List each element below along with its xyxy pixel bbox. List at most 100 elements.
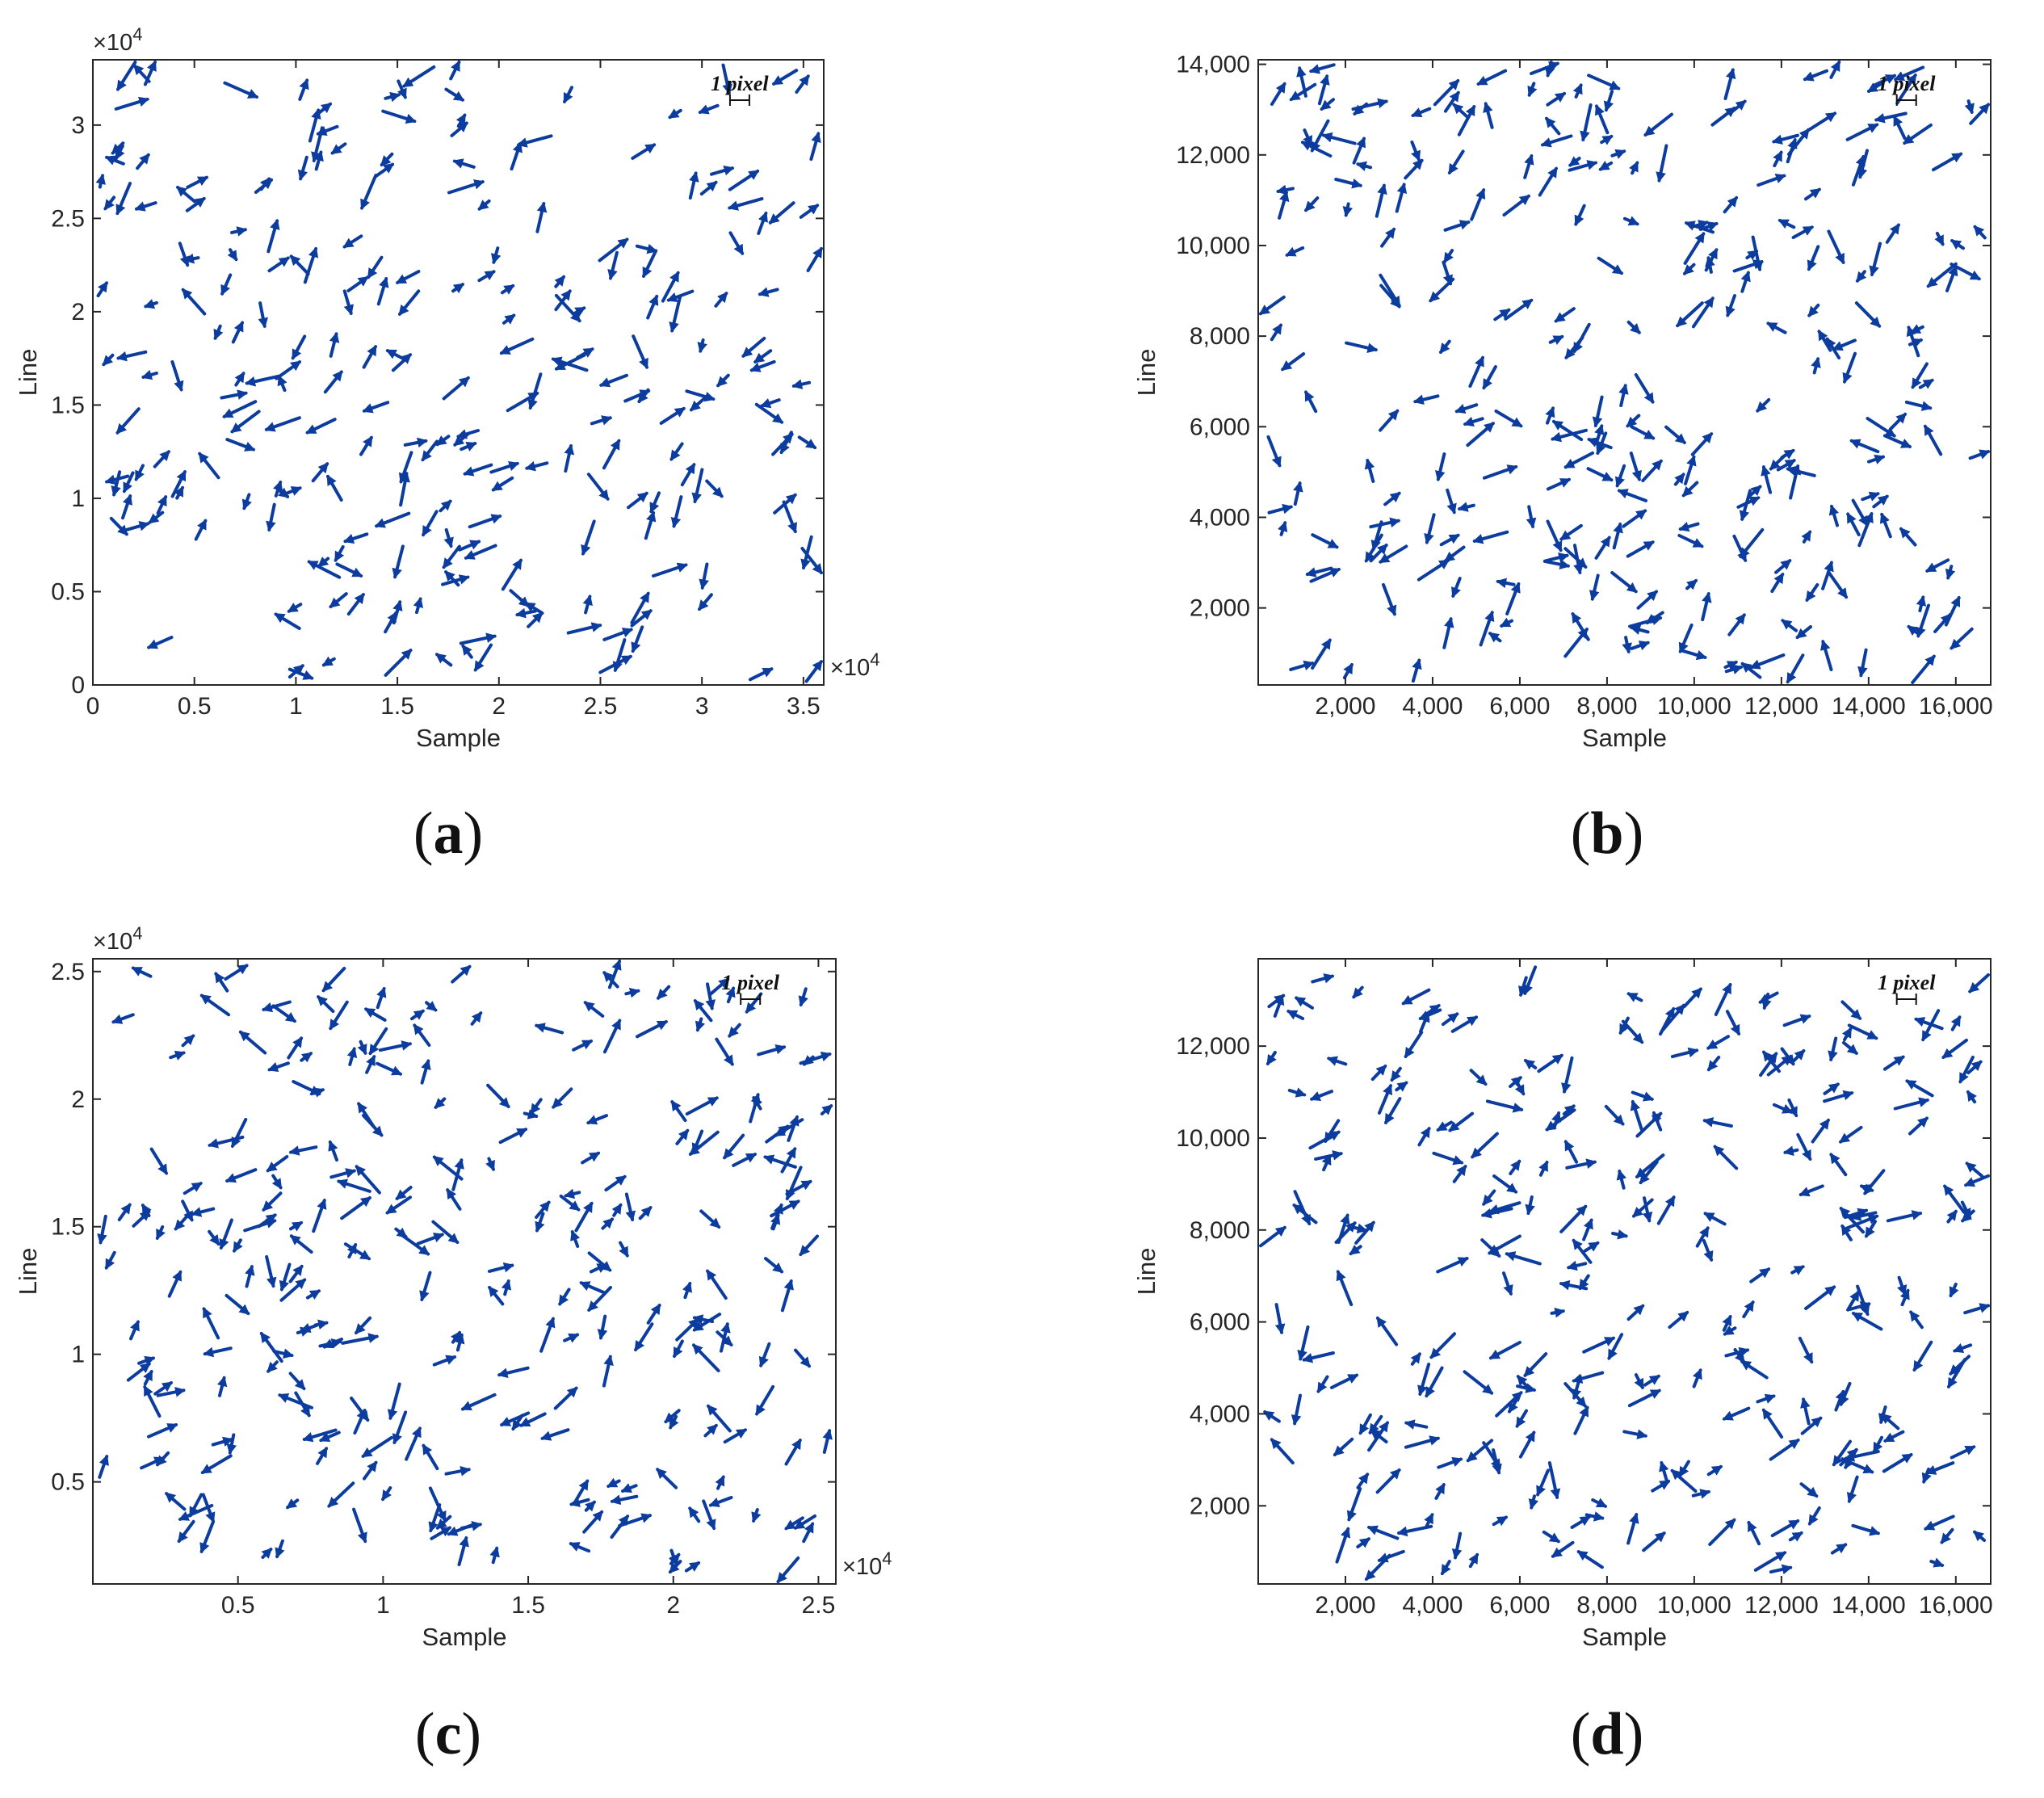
displacement-vector <box>1706 1035 1730 1050</box>
displacement-vector <box>502 313 516 325</box>
displacement-vector <box>1722 1406 1751 1421</box>
displacement-vector <box>602 1019 622 1054</box>
displacement-vector <box>1470 187 1486 221</box>
displacement-vector <box>1872 494 1889 509</box>
displacement-vector <box>1905 1079 1934 1098</box>
displacement-vector <box>1562 1104 1576 1115</box>
panel-b-vectors <box>1258 60 1991 684</box>
displacement-vector <box>1377 1549 1405 1563</box>
displacement-vector <box>1379 284 1401 309</box>
displacement-vector <box>213 324 224 341</box>
displacement-vector <box>1788 1531 1803 1542</box>
displacement-vector <box>1395 1081 1408 1092</box>
displacement-vector <box>1500 617 1513 628</box>
displacement-vector <box>579 1281 607 1295</box>
displacement-vector <box>670 1100 687 1123</box>
displacement-vector <box>714 292 728 308</box>
displacement-vector <box>357 1102 376 1128</box>
displacement-vector <box>1773 150 1783 168</box>
panel-c-y-axis-label: Line <box>14 1248 42 1296</box>
displacement-vector <box>1267 503 1294 515</box>
displacement-vector <box>763 1154 797 1169</box>
displacement-vector <box>103 195 116 211</box>
displacement-vector <box>1482 365 1497 390</box>
displacement-vector <box>800 535 813 570</box>
displacement-vector <box>1673 473 1685 486</box>
displacement-vector <box>754 402 784 424</box>
displacement-vector <box>1807 303 1820 317</box>
displacement-vector <box>1849 439 1880 454</box>
displacement-vector <box>1703 1212 1727 1226</box>
displacement-vector <box>1542 1530 1560 1544</box>
panel-b-scale-bar <box>1895 95 1917 106</box>
displacement-vector <box>1781 619 1798 632</box>
displacement-vector <box>381 1486 392 1502</box>
displacement-vector <box>311 462 329 483</box>
displacement-vector <box>336 1178 371 1193</box>
displacement-vector <box>1538 1160 1549 1177</box>
displacement-vector <box>1918 378 1934 389</box>
displacement-vector <box>199 1520 215 1554</box>
displacement-vector <box>446 1188 462 1211</box>
displacement-vector <box>275 1539 285 1559</box>
displacement-vector <box>425 1001 438 1012</box>
displacement-vector <box>1546 519 1563 552</box>
displacement-vector <box>1516 1375 1532 1392</box>
displacement-vector <box>1375 1468 1401 1494</box>
displacement-vector <box>1468 1552 1479 1569</box>
displacement-vector <box>1748 485 1762 498</box>
displacement-vector <box>274 612 301 630</box>
displacement-vector <box>706 1269 728 1300</box>
displacement-vector <box>1265 1051 1277 1066</box>
displacement-vector <box>563 1333 580 1343</box>
displacement-vector <box>1642 1196 1653 1223</box>
displacement-vector <box>758 1342 771 1367</box>
displacement-vector <box>1966 1090 1977 1104</box>
displacement-vector <box>477 270 496 283</box>
displacement-vector <box>587 1251 612 1272</box>
displacement-vector <box>1384 1097 1402 1125</box>
displacement-vector <box>1530 61 1560 75</box>
displacement-vector <box>174 485 184 500</box>
displacement-vector <box>1353 102 1368 116</box>
displacement-vector <box>316 124 339 137</box>
displacement-vector <box>688 171 699 200</box>
displacement-vector <box>799 204 820 219</box>
displacement-vector <box>1786 653 1805 684</box>
displacement-vector <box>798 987 808 1007</box>
displacement-vector <box>1617 489 1647 502</box>
displacement-vector <box>289 1234 313 1254</box>
displacement-vector <box>1872 1435 1883 1454</box>
displacement-vector <box>1941 1038 1968 1059</box>
displacement-vector <box>705 479 724 498</box>
displacement-vector <box>443 527 454 548</box>
displacement-vector <box>1668 1310 1689 1330</box>
displacement-vector <box>1774 559 1792 574</box>
displacement-vector <box>610 1494 639 1506</box>
displacement-vector <box>422 1443 439 1471</box>
displacement-vector <box>143 1384 162 1418</box>
displacement-vector <box>1370 1065 1387 1082</box>
displacement-vector <box>516 134 553 148</box>
displacement-vector <box>1488 632 1502 643</box>
displacement-vector <box>1356 1537 1370 1548</box>
displacement-vector <box>1695 1226 1710 1248</box>
displacement-vector <box>1278 520 1288 536</box>
displacement-vector <box>753 349 773 363</box>
displacement-vector <box>1965 1162 1984 1178</box>
displacement-vector <box>1457 502 1475 512</box>
displacement-vector <box>1563 628 1589 658</box>
displacement-vector <box>281 485 302 497</box>
displacement-vector <box>194 519 208 541</box>
displacement-vector <box>590 415 613 426</box>
displacement-vector <box>1807 1506 1821 1526</box>
displacement-vector <box>611 1203 623 1217</box>
displacement-vector <box>1857 648 1868 678</box>
x-tick-label: 12,000 <box>1744 693 1819 720</box>
panel-c-y-multiplier: ×104 <box>93 923 142 955</box>
displacement-vector <box>1678 624 1694 653</box>
displacement-vector <box>1612 522 1623 550</box>
displacement-vector <box>1723 1325 1737 1336</box>
displacement-vector <box>115 407 141 435</box>
displacement-vector <box>129 1320 140 1341</box>
